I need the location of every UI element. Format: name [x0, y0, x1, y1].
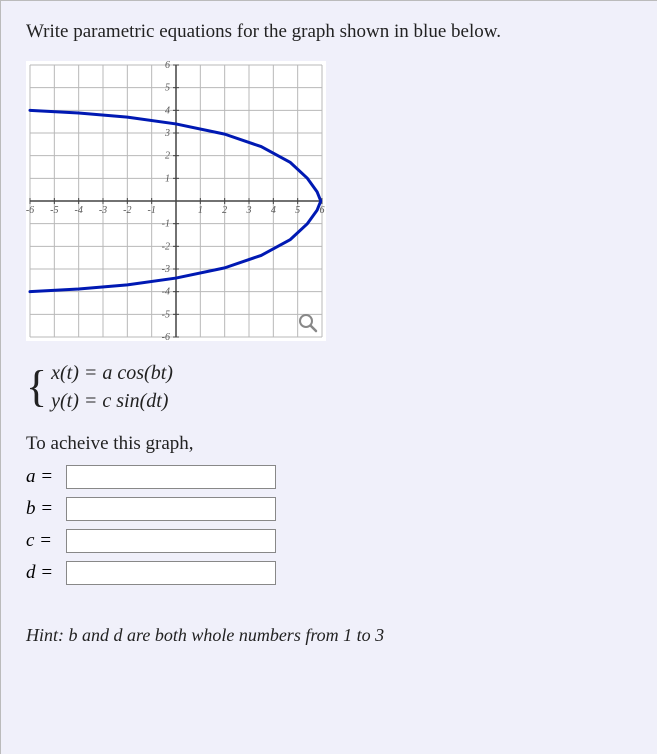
svg-text:3: 3 — [246, 205, 252, 216]
svg-text:-1: -1 — [162, 219, 170, 230]
input-c[interactable] — [66, 529, 276, 553]
svg-text:-1: -1 — [147, 205, 155, 216]
svg-text:1: 1 — [165, 173, 170, 184]
equation-x: x(t) = a cos(bt) — [51, 359, 173, 387]
svg-text:-6: -6 — [162, 332, 170, 341]
svg-text:5: 5 — [295, 205, 300, 216]
svg-text:2: 2 — [165, 151, 170, 162]
svg-text:-2: -2 — [123, 205, 131, 216]
svg-text:1: 1 — [198, 205, 203, 216]
equations-block: { x(t) = a cos(bt) y(t) = c sin(dt) — [26, 359, 632, 415]
inputs-block: a = b = c = d = — [26, 465, 632, 585]
graph-panel: -6 -5 -4 -3 -2 -1 1 2 3 4 5 6 -6 -5 -4 -3 -2 -1 1 2 3 4 5 6 — [26, 61, 326, 341]
label-d: d = — [26, 562, 66, 584]
svg-text:5: 5 — [165, 83, 170, 94]
input-row-d: d = — [26, 561, 632, 585]
svg-text:2: 2 — [222, 205, 227, 216]
equation-y: y(t) = c sin(dt) — [51, 387, 173, 415]
input-row-b: b = — [26, 497, 632, 521]
label-c: c = — [26, 530, 66, 552]
svg-text:3: 3 — [164, 128, 170, 139]
achieve-text: To acheive this graph, — [26, 433, 632, 455]
label-b: b = — [26, 498, 66, 520]
svg-text:-3: -3 — [99, 205, 107, 216]
svg-text:4: 4 — [271, 205, 276, 216]
problem-container: Write parametric equations for the graph… — [0, 0, 657, 754]
svg-text:4: 4 — [165, 105, 170, 116]
svg-text:-2: -2 — [162, 241, 170, 252]
input-d[interactable] — [66, 561, 276, 585]
input-b[interactable] — [66, 497, 276, 521]
hint-body: b and d are both whole numbers from 1 to… — [64, 625, 384, 645]
svg-text:6: 6 — [165, 61, 170, 71]
prompt-text: Write parametric equations for the graph… — [26, 21, 632, 43]
svg-text:-6: -6 — [26, 205, 34, 216]
hint-text: Hint: b and d are both whole numbers fro… — [26, 625, 632, 646]
label-a: a = — [26, 466, 66, 488]
hint-prefix: Hint: — [26, 625, 64, 645]
svg-text:-5: -5 — [50, 205, 58, 216]
graph-svg: -6 -5 -4 -3 -2 -1 1 2 3 4 5 6 -6 -5 -4 -3 -2 -1 1 2 3 4 5 6 — [26, 61, 326, 341]
svg-text:-4: -4 — [74, 205, 82, 216]
input-row-a: a = — [26, 465, 632, 489]
svg-text:-5: -5 — [162, 309, 170, 320]
svg-text:-3: -3 — [162, 264, 170, 275]
zoom-icon[interactable] — [298, 313, 318, 333]
input-a[interactable] — [66, 465, 276, 489]
svg-text:6: 6 — [320, 205, 325, 216]
input-row-c: c = — [26, 529, 632, 553]
brace-icon: { — [26, 365, 47, 409]
svg-text:-4: -4 — [162, 287, 170, 298]
